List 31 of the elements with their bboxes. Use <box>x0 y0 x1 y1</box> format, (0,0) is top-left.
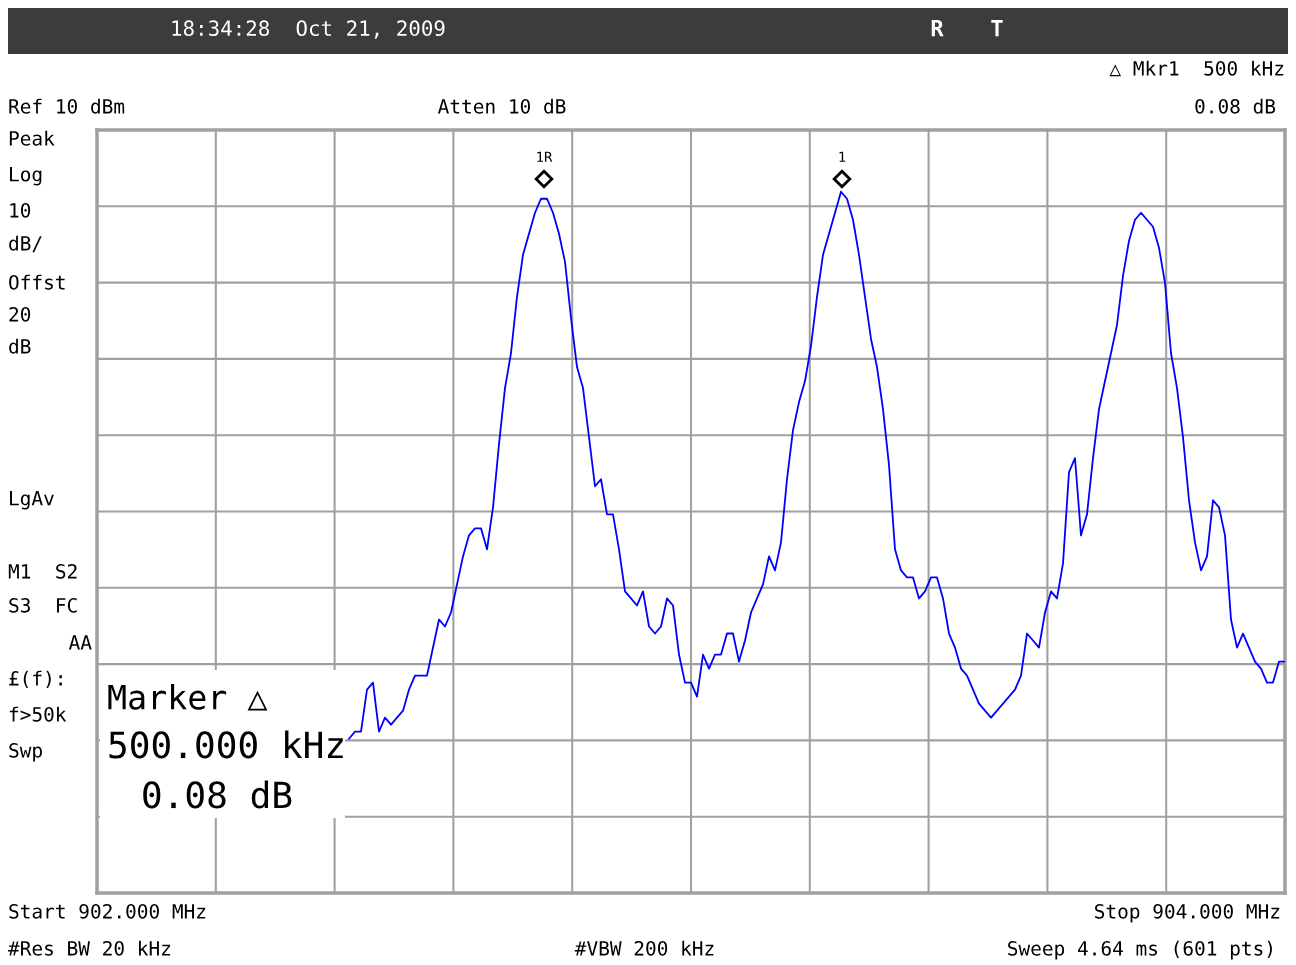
text: Ref 10 dBm <box>9 98 125 114</box>
text: dB/ <box>9 235 42 253</box>
text: S3 FC <box>9 597 77 613</box>
text: 20 <box>9 306 31 322</box>
text: 1R <box>537 151 553 162</box>
text: Offst <box>9 274 65 290</box>
text: △ Mkr1 500 kHz <box>1109 60 1284 77</box>
text: LgAv <box>10 491 54 510</box>
text: £(f): <box>9 670 62 688</box>
text: Sweep 4.64 ms (601 pts) <box>1008 940 1272 960</box>
text: 10 <box>10 202 31 218</box>
text: 18:34:28 Oct 21, 2009 <box>172 20 445 39</box>
text: Start 902.000 MHz <box>9 903 206 919</box>
text: R <box>931 19 944 37</box>
text: dB <box>9 338 31 354</box>
annotation: Marker △ <box>108 683 268 711</box>
annotation: 0.08 dB <box>143 780 292 809</box>
text: 0.08 dB <box>1195 98 1276 114</box>
text: Swp <box>9 742 42 762</box>
text: AA <box>68 635 92 650</box>
text: #VBW 200 kHz <box>574 940 714 956</box>
text: Stop 904.000 MHz <box>1095 903 1280 923</box>
text: f>50k <box>9 706 67 722</box>
text: #Res BW 20 kHz <box>8 940 171 956</box>
text: Peak <box>9 130 55 146</box>
text: Log <box>10 167 42 186</box>
text: M1 S2 <box>8 563 77 579</box>
text: Atten 10 dB <box>437 98 566 114</box>
text: T <box>991 19 1003 37</box>
text: 1 <box>839 151 846 162</box>
annotation: 500.000 kHz <box>109 730 343 759</box>
